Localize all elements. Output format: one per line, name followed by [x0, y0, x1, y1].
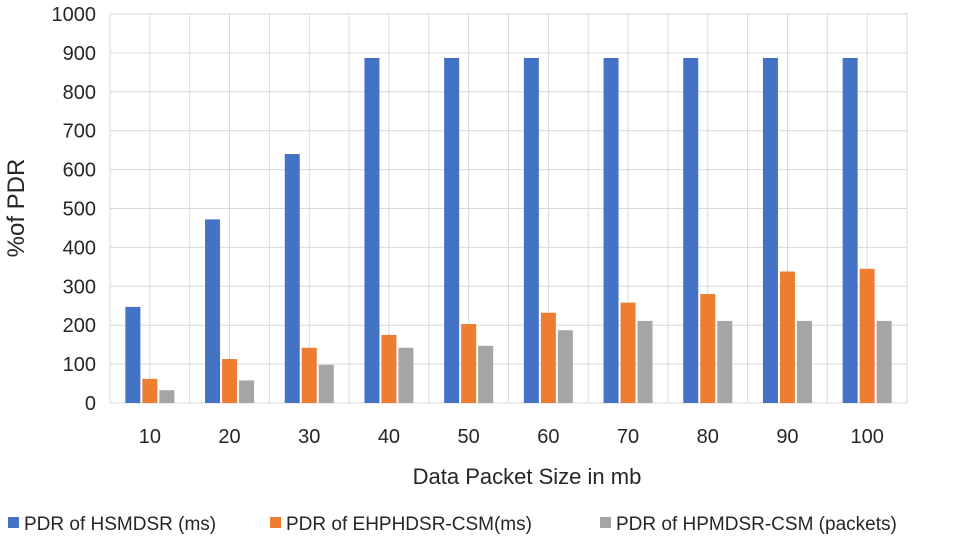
bar-2-90 — [779, 271, 795, 403]
bar-2-20 — [222, 359, 238, 403]
y-tick-label: 900 — [63, 43, 96, 65]
y-tick-label: 100 — [63, 354, 96, 376]
bar-3-50 — [478, 345, 494, 403]
bar-3-60 — [557, 330, 573, 403]
y-tick-label: 500 — [63, 199, 96, 221]
y-tick-label: 800 — [63, 82, 96, 104]
y-tick-label: 1000 — [52, 4, 97, 26]
y-tick-labels: 0 100 200 300 400 500 600 700 800 900 1000 — [52, 4, 97, 415]
bar-3-30 — [318, 364, 334, 403]
x-tick-label: 70 — [617, 426, 639, 448]
x-tick-label: 100 — [850, 426, 883, 448]
x-tick-label: 30 — [298, 426, 320, 448]
bar-3-20 — [239, 380, 255, 403]
bar-1-40 — [364, 57, 380, 403]
legend-label-1: PDR of HSMDSR (ms) — [24, 514, 216, 535]
y-tick-label: 200 — [63, 315, 96, 337]
y-tick-label: 300 — [63, 276, 96, 298]
bar-1-70 — [603, 57, 619, 403]
x-tick-label: 60 — [537, 426, 559, 448]
bar-1-80 — [683, 57, 699, 403]
x-tick-label: 80 — [697, 426, 719, 448]
bar-2-50 — [461, 324, 477, 403]
y-tick-label: 400 — [63, 237, 96, 259]
bar-3-90 — [796, 320, 812, 403]
bar-1-60 — [523, 57, 539, 403]
bar-2-70 — [620, 302, 636, 403]
x-tick-label: 40 — [378, 426, 400, 448]
bar-3-70 — [637, 320, 653, 403]
y-tick-label: 600 — [63, 160, 96, 182]
x-tick-label: 10 — [139, 426, 161, 448]
bar-3-40 — [398, 347, 414, 403]
legend: PDR of HSMDSR (ms) PDR of EHPHDSR-CSM(ms)… — [8, 514, 897, 535]
x-axis-label: Data Packet Size in mb — [413, 464, 642, 489]
bar-3-100 — [876, 320, 892, 403]
legend-swatch-3 — [600, 517, 611, 528]
y-axis-label: %of PDR — [3, 159, 30, 258]
bar-2-80 — [700, 294, 716, 403]
bar-1-50 — [444, 57, 460, 403]
bar-1-20 — [205, 219, 221, 403]
legend-swatch-1 — [8, 517, 19, 528]
x-tick-label: 90 — [776, 426, 798, 448]
x-tick-labels: 10 20 30 40 50 60 70 80 90 100 — [139, 426, 884, 448]
x-tick-label: 20 — [218, 426, 240, 448]
bar-3-80 — [717, 320, 733, 403]
x-tick-label: 50 — [458, 426, 480, 448]
legend-label-2: PDR of EHPHDSR-CSM(ms) — [286, 514, 532, 535]
bar-1-90 — [762, 57, 778, 403]
bars — [125, 57, 892, 403]
y-tick-label: 0 — [85, 393, 96, 415]
bar-3-10 — [159, 390, 175, 403]
bar-2-60 — [540, 312, 556, 403]
bar-2-10 — [142, 378, 158, 403]
bar-1-100 — [842, 57, 858, 403]
bar-1-10 — [125, 306, 141, 403]
legend-swatch-2 — [270, 517, 281, 528]
y-tick-label: 700 — [63, 121, 96, 143]
bar-2-40 — [381, 334, 397, 403]
bar-2-30 — [301, 347, 317, 403]
bar-2-100 — [859, 268, 875, 403]
legend-label-3: PDR of HPMDSR-CSM (packets) — [616, 514, 897, 535]
bar-1-30 — [284, 154, 300, 403]
